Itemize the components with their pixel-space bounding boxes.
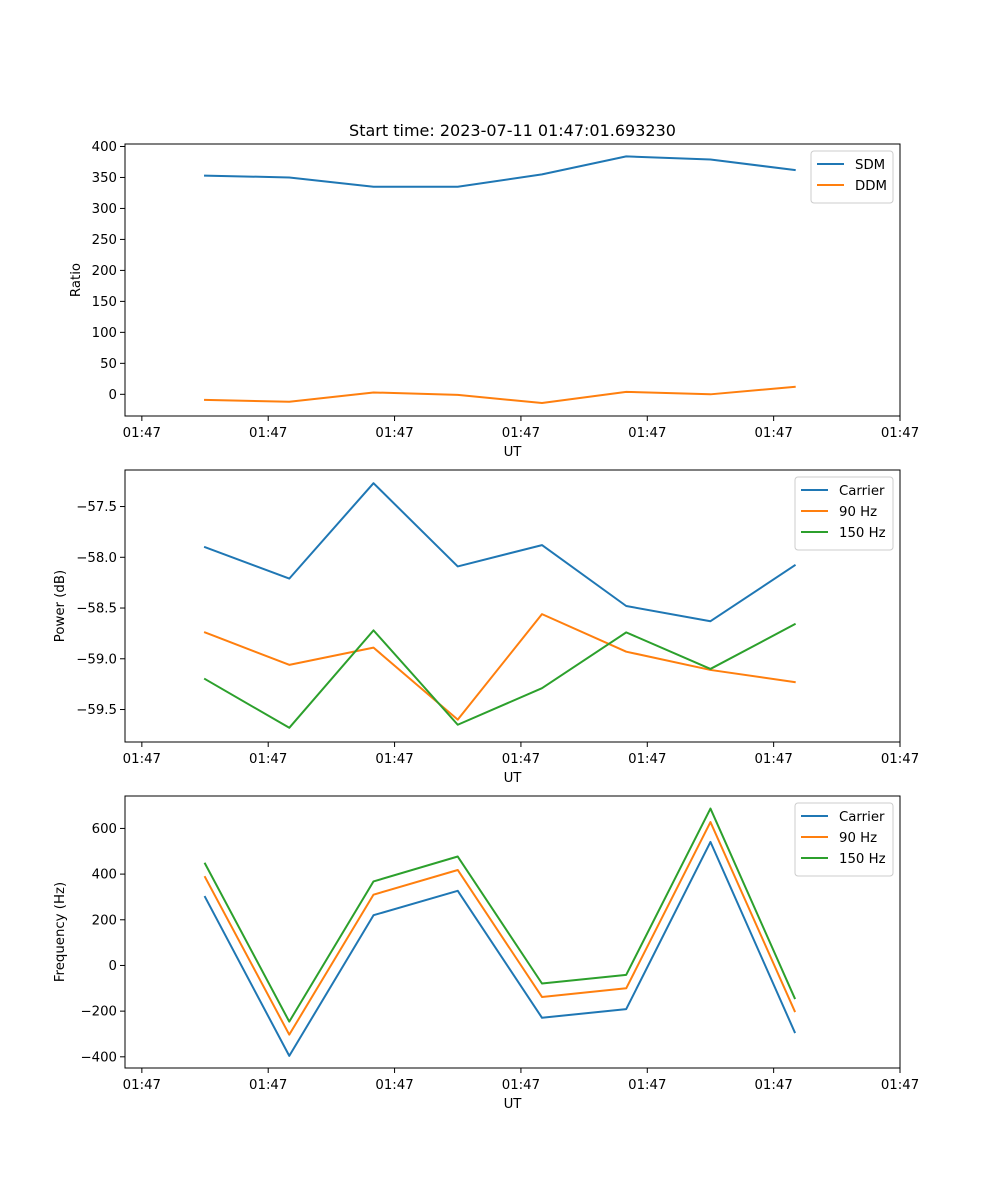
y-tick-label: 50 bbox=[100, 357, 117, 372]
x-tick-label: 01:47 bbox=[375, 426, 413, 441]
y-tick-label: −58.5 bbox=[76, 602, 117, 617]
y-tick-label: 150 bbox=[92, 295, 117, 310]
y-tick-label: −59.0 bbox=[76, 652, 117, 667]
y-axis-label: Ratio bbox=[69, 263, 84, 297]
series-line-150-hz bbox=[203, 807, 797, 1023]
y-tick-label: −57.5 bbox=[76, 500, 117, 515]
panels: Start time: 2023-07-11 01:47:01.69323001… bbox=[53, 121, 919, 1112]
legend-label: 150 Hz bbox=[839, 526, 886, 541]
legend-label: Carrier bbox=[839, 810, 885, 825]
x-tick-label: 01:47 bbox=[123, 752, 161, 767]
y-tick-label: 200 bbox=[92, 913, 117, 928]
legend-label: SDM bbox=[855, 158, 885, 173]
legend: Carrier 90 Hz 150 Hz bbox=[794, 476, 894, 551]
x-tick-label: 01:47 bbox=[881, 1078, 919, 1093]
x-tick-label: 01:47 bbox=[881, 426, 919, 441]
axes-frame bbox=[124, 469, 901, 743]
x-tick-label: 01:47 bbox=[881, 752, 919, 767]
x-tick-label: 01:47 bbox=[375, 1078, 413, 1093]
y-tick-label: 600 bbox=[92, 822, 117, 837]
legend-label: DDM bbox=[855, 179, 887, 194]
x-tick-label: 01:47 bbox=[628, 426, 666, 441]
x-tick-label: 01:47 bbox=[628, 1078, 666, 1093]
y-tick-label: 400 bbox=[92, 140, 117, 155]
chart-panel-2: 01:47 01:47 01:47 01:47 01:47 01:47 01:47 −59.5… bbox=[53, 469, 919, 786]
x-tick-label: 01:47 bbox=[754, 752, 792, 767]
x-axis-label: UT bbox=[504, 1097, 523, 1112]
legend-label: 150 Hz bbox=[839, 852, 886, 867]
y-tick-label: −200 bbox=[80, 1005, 117, 1020]
legend: SDM DDM bbox=[810, 150, 894, 204]
y-tick-label: 0 bbox=[109, 388, 117, 403]
y-tick-label: 400 bbox=[92, 868, 117, 883]
legend-label: 90 Hz bbox=[839, 505, 877, 520]
x-tick-label: 01:47 bbox=[502, 1078, 540, 1093]
x-axis-label: UT bbox=[504, 771, 523, 786]
x-axis-label: UT bbox=[504, 445, 523, 460]
chart-panel-1: Start time: 2023-07-11 01:47:01.69323001… bbox=[69, 121, 919, 460]
chart-panel-3: 01:47 01:47 01:47 01:47 01:47 01:47 01:47 −400 −… bbox=[53, 795, 919, 1112]
x-tick-label: 01:47 bbox=[249, 1078, 287, 1093]
x-tick-label: 01:47 bbox=[502, 426, 540, 441]
y-tick-label: 250 bbox=[92, 233, 117, 248]
y-tick-label: −59.5 bbox=[76, 703, 117, 718]
legend: Carrier 90 Hz 150 Hz bbox=[794, 802, 894, 877]
y-tick-label: 300 bbox=[92, 202, 117, 217]
legend-label: Carrier bbox=[839, 484, 885, 499]
y-tick-label: −400 bbox=[80, 1050, 117, 1065]
series-line-90-hz bbox=[203, 613, 796, 721]
x-tick-label: 01:47 bbox=[123, 1078, 161, 1093]
series-line-carrier bbox=[203, 840, 797, 1057]
x-tick-label: 01:47 bbox=[249, 752, 287, 767]
series-line-sdm bbox=[204, 155, 796, 188]
y-tick-label: −58.0 bbox=[76, 551, 117, 566]
y-tick-label: 0 bbox=[109, 959, 117, 974]
x-tick-label: 01:47 bbox=[502, 752, 540, 767]
x-tick-label: 01:47 bbox=[249, 426, 287, 441]
chart-title: Start time: 2023-07-11 01:47:01.693230 bbox=[349, 121, 676, 140]
axes-frame bbox=[124, 143, 901, 417]
y-tick-label: 350 bbox=[92, 171, 117, 186]
x-tick-label: 01:47 bbox=[375, 752, 413, 767]
series-line-ddm bbox=[204, 385, 796, 404]
axes-frame bbox=[124, 795, 901, 1069]
x-tick-label: 01:47 bbox=[628, 752, 666, 767]
y-tick-label: 200 bbox=[92, 264, 117, 279]
x-tick-label: 01:47 bbox=[123, 426, 161, 441]
legend-label: 90 Hz bbox=[839, 831, 877, 846]
y-tick-label: 100 bbox=[92, 326, 117, 341]
y-axis-label: Power (dB) bbox=[53, 570, 68, 642]
x-tick-label: 01:47 bbox=[754, 426, 792, 441]
series-line-150-hz bbox=[203, 622, 797, 729]
series-line-carrier bbox=[203, 482, 797, 623]
y-axis-label: Frequency (Hz) bbox=[53, 882, 68, 982]
x-tick-label: 01:47 bbox=[754, 1078, 792, 1093]
series-line-90-hz bbox=[203, 821, 797, 1036]
